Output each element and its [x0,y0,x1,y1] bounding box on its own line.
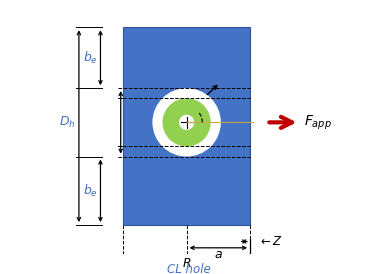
Bar [123,27,250,225]
Text: CL hole: CL hole [167,263,211,274]
Circle shape [179,115,194,130]
Text: $\Phi$: $\Phi$ [197,111,207,123]
Text: $a$: $a$ [214,248,223,261]
Text: $b_e$: $b_e$ [83,183,98,199]
Text: $b_e$: $b_e$ [83,50,98,66]
Circle shape [163,98,211,146]
Text: $D_h$: $D_h$ [59,115,76,130]
Circle shape [135,70,239,174]
Wedge shape [187,70,239,174]
Text: $R$: $R$ [182,256,191,270]
Text: $\leftarrow Z$: $\leftarrow Z$ [258,235,282,248]
Text: $F_{app}$: $F_{app}$ [305,113,332,132]
Circle shape [152,88,221,156]
Text: $D_p$: $D_p$ [125,114,142,131]
Text: $r$: $r$ [187,92,194,105]
